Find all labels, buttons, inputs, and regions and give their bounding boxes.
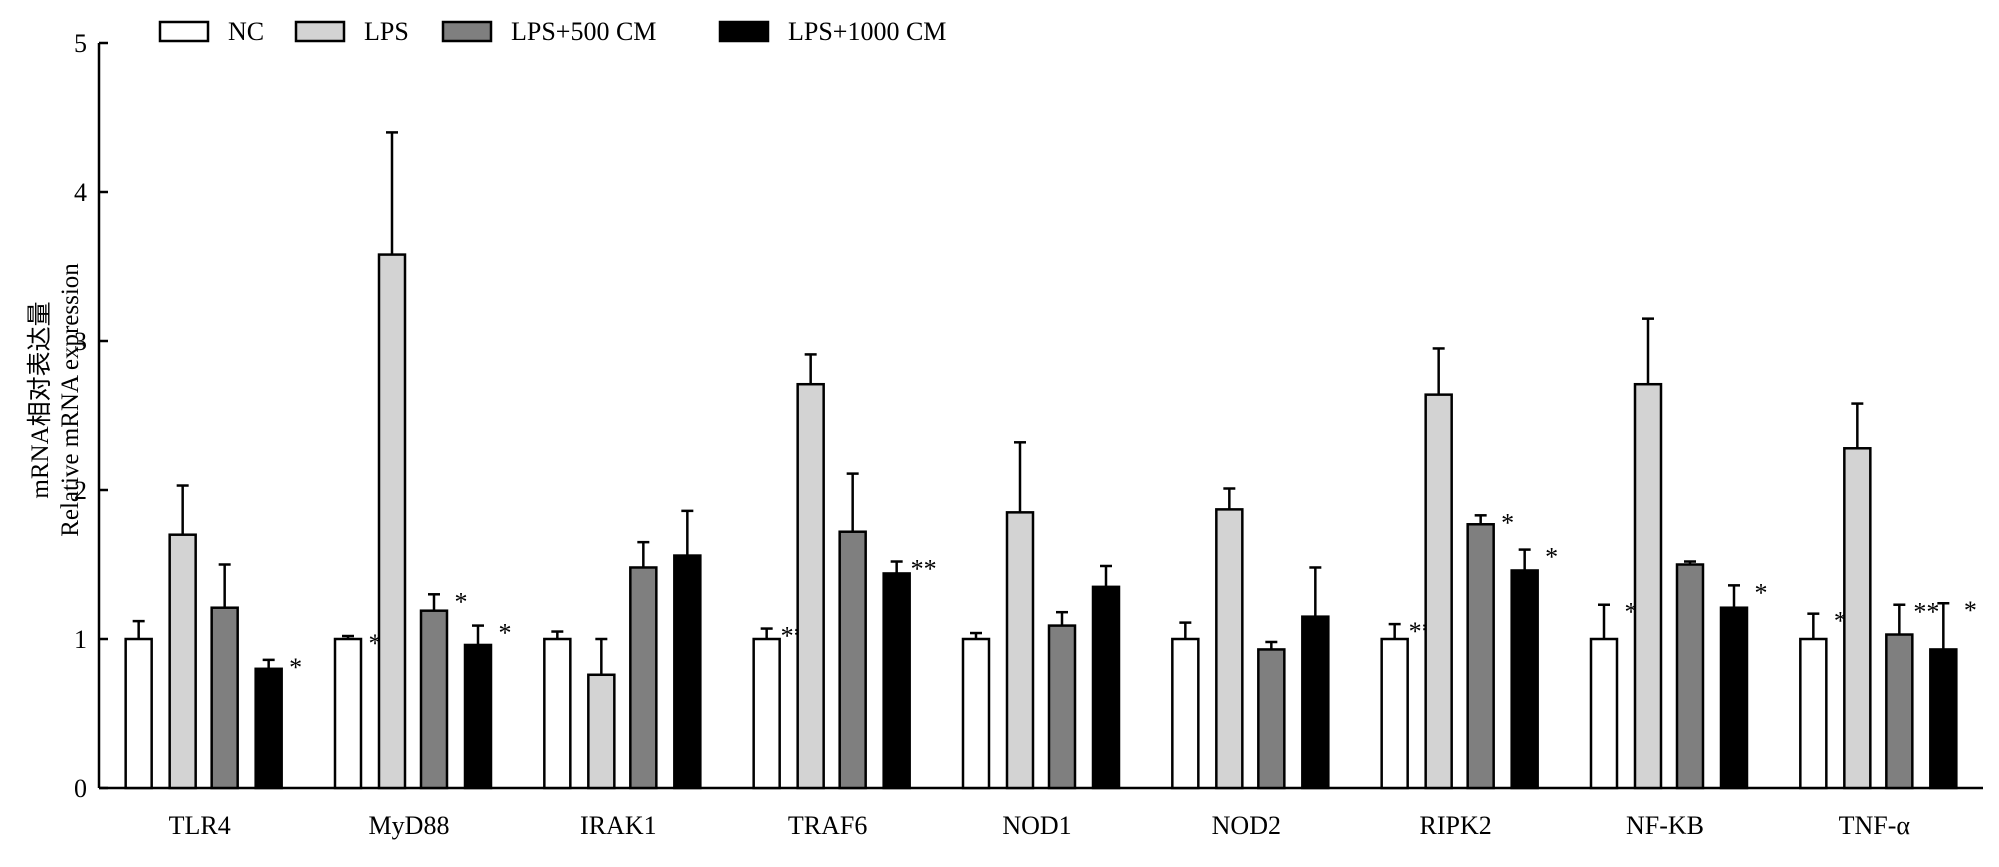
bar — [419, 609, 449, 790]
x-tick-label: MyD88 — [369, 811, 450, 840]
x-tick-label: TNF-α — [1839, 811, 1911, 840]
bar — [1215, 508, 1244, 790]
x-tick-label: NF-ΚB — [1626, 811, 1704, 840]
bar — [961, 637, 991, 790]
bar — [1885, 633, 1914, 790]
legend-swatch — [718, 20, 770, 43]
bar — [333, 637, 363, 790]
legend-label: LPS+1000 CM — [788, 17, 946, 46]
bar — [1380, 637, 1409, 790]
significance-label: * — [289, 653, 302, 682]
bar — [124, 637, 153, 790]
bar — [1171, 637, 1200, 790]
bar — [1510, 569, 1539, 790]
bar — [1466, 523, 1495, 790]
bar — [882, 572, 911, 790]
bar — [1589, 637, 1619, 790]
bar — [254, 667, 283, 790]
legend-label: NC — [228, 17, 264, 46]
y-tick-label: 0 — [74, 774, 87, 803]
legend-swatch — [158, 20, 210, 43]
axes: 0 1 2 3 4 5 TLR4 MyD88 IRAK1 TRAF6 NOD1 NOD2 RIPK2 NF… — [74, 29, 1983, 840]
bar — [838, 530, 867, 790]
y-tick-label: 4 — [74, 178, 87, 207]
significance-label: * — [499, 619, 512, 648]
bar — [463, 643, 493, 790]
bar — [1929, 648, 1958, 790]
legend-label: LPS+500 CM — [511, 17, 656, 46]
x-tick-label: NOD2 — [1212, 811, 1281, 840]
bar — [1301, 615, 1330, 790]
bar — [168, 533, 197, 790]
x-tick-label: TRAF6 — [788, 811, 867, 840]
x-tick-label: TLR4 — [169, 811, 231, 840]
bar — [1005, 511, 1035, 790]
bar — [673, 554, 702, 790]
legend-label: LPS — [364, 17, 409, 46]
y-axis-label-en: Relative mRNA expression — [57, 263, 84, 537]
bar — [377, 253, 407, 790]
bar — [1424, 393, 1453, 790]
bar — [1257, 648, 1286, 790]
bar — [752, 637, 781, 790]
x-tick-label: IRAK1 — [580, 811, 657, 840]
bars: **** *********** ** * — [124, 131, 1977, 790]
legend: NC LPS LPS+500 CM LPS+1000 CM — [158, 17, 946, 46]
y-tick-label: 1 — [74, 625, 87, 654]
bar — [210, 606, 239, 790]
y-axis-label-cn: mRNA相对表达量 — [26, 301, 54, 498]
bar — [1091, 585, 1121, 790]
legend-swatch — [441, 20, 493, 43]
bar — [1799, 637, 1828, 790]
significance-label: ** — [1913, 598, 1939, 627]
y-tick-label: 3 — [74, 327, 87, 356]
significance-label: ** — [911, 555, 937, 584]
bar — [629, 566, 658, 790]
bar — [1633, 382, 1663, 790]
bar — [1843, 447, 1872, 790]
y-tick-label: 5 — [74, 29, 87, 58]
significance-label: * — [1755, 578, 1768, 607]
bar — [543, 637, 572, 790]
x-tick-label: RIPK2 — [1420, 811, 1492, 840]
bar — [1047, 624, 1077, 790]
bar — [1719, 606, 1749, 790]
significance-label: * — [1501, 508, 1514, 537]
significance-label: * — [1964, 596, 1977, 625]
legend-swatch — [294, 20, 346, 43]
bar — [796, 382, 825, 790]
significance-label: * — [1545, 543, 1558, 572]
bar — [1675, 563, 1705, 790]
x-tick-label: NOD1 — [1002, 811, 1071, 840]
significance-label: * — [455, 587, 468, 616]
y-tick-label: 2 — [74, 476, 87, 505]
y-axis-label: mRNA相对表达量 Relative mRNA expression — [26, 263, 84, 537]
bar — [587, 673, 616, 790]
